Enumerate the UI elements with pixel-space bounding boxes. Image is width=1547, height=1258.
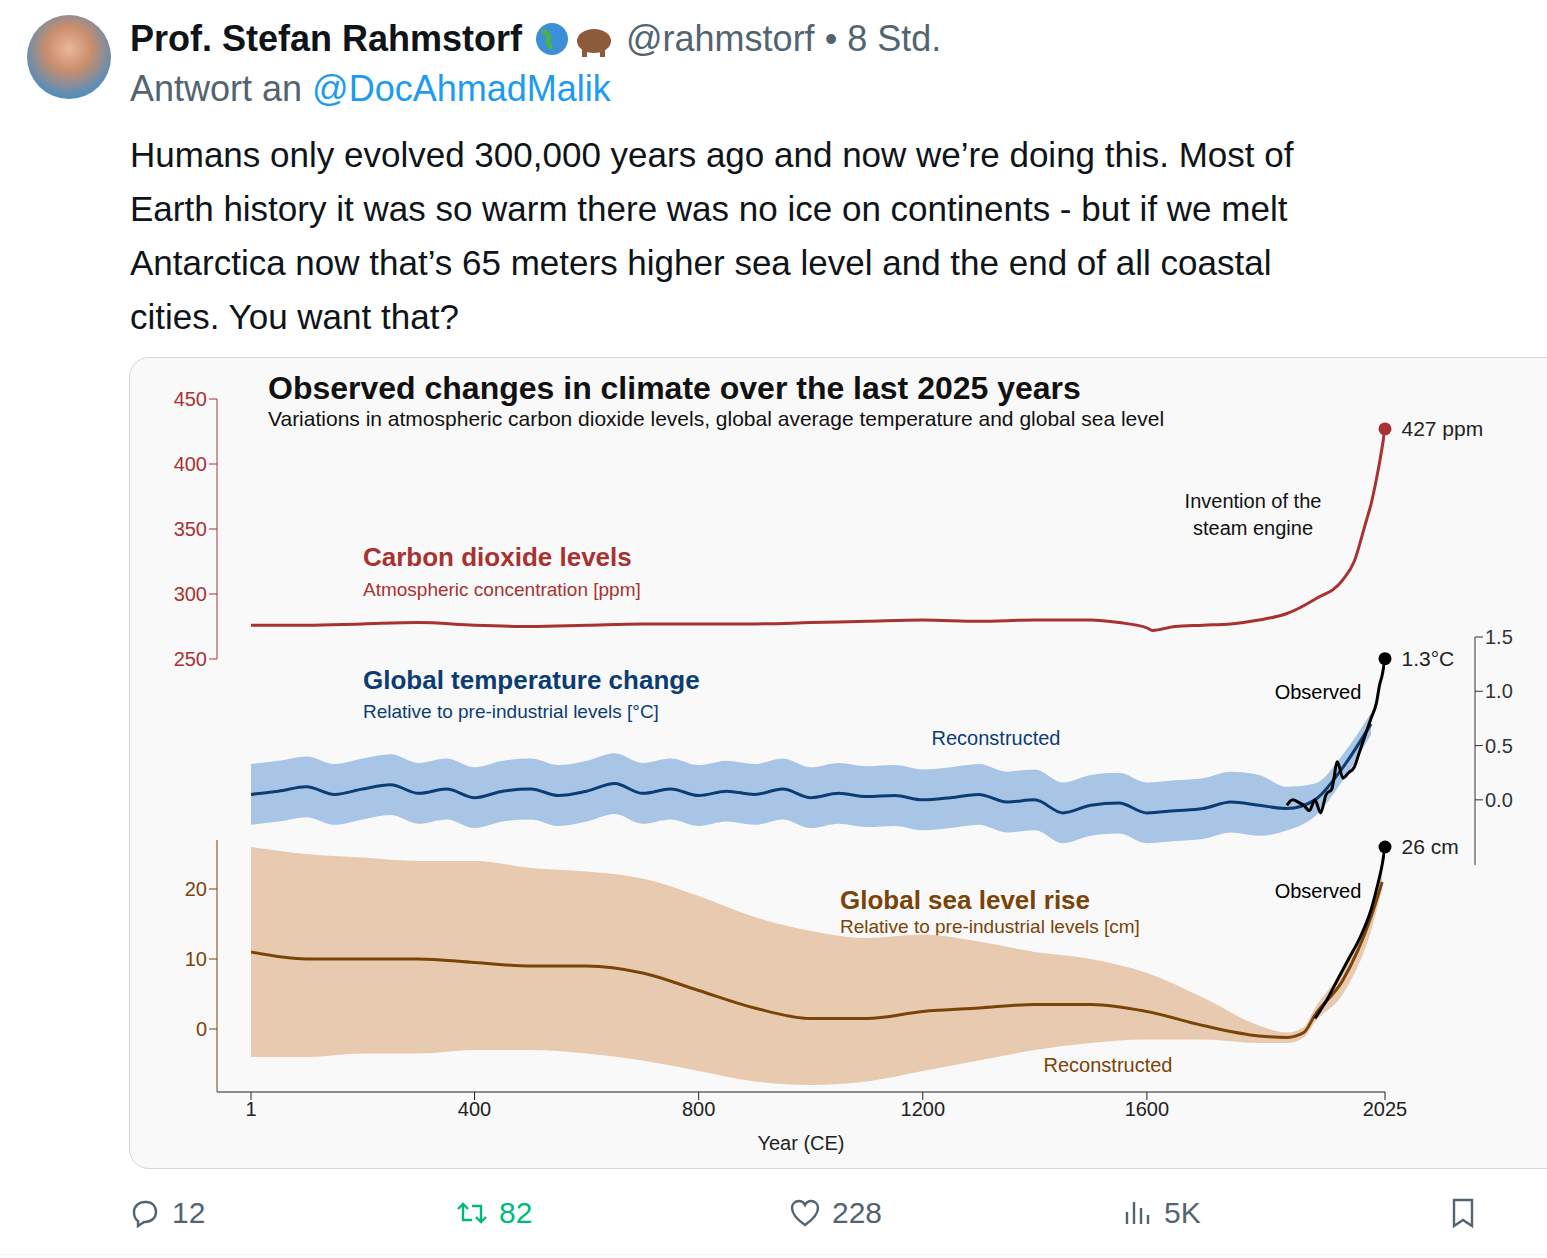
html-text:Observed: Observed — [1274, 681, 1362, 703]
svg-text:1200: 1200 — [901, 1098, 946, 1120]
html-text:Global temperature change: Global temperature change — [363, 665, 700, 695]
html-text:12: 12 — [172, 1196, 206, 1229]
html-text:Relative to pre-industrial lev: Relative to pre-industrial levels [cm] — [840, 916, 1140, 937]
svg-text:300: 300 — [174, 583, 207, 605]
svg-text:450: 450 — [174, 388, 207, 410]
svg-text:Year (CE): Year (CE) — [757, 1132, 844, 1154]
svg-text:10: 10 — [185, 948, 207, 970]
html-text:@rahmstorf • 8 Std.: @rahmstorf • 8 Std. — [626, 18, 942, 59]
svg-text:0.5: 0.5 — [1485, 735, 1513, 757]
svg-text:1.3°C: 1.3°C — [1402, 647, 1455, 670]
svg-text:1600: 1600 — [1125, 1098, 1170, 1120]
html-text:Atmospheric concentration [ppm: Atmospheric concentration [ppm] — [363, 579, 641, 600]
svg-text:400: 400 — [174, 453, 207, 475]
html-text:5K: 5K — [1164, 1196, 1201, 1229]
svg-text:427 ppm: 427 ppm — [1402, 417, 1484, 440]
svg-text:20: 20 — [185, 878, 207, 900]
html-text:Earth history it was so warm t: Earth history it was so warm there was n… — [130, 189, 1288, 228]
html-text:Invention of the steam engine: Invention of the steam engine — [1184, 490, 1322, 539]
svg-text:0: 0 — [196, 1018, 207, 1040]
svg-text:800: 800 — [682, 1098, 715, 1120]
html-text:Observed: Observed — [1274, 880, 1362, 902]
html-text:Antarctica now that’s 65 meter: Antarctica now that’s 65 meters higher s… — [130, 243, 1272, 282]
svg-text:1.5: 1.5 — [1485, 626, 1513, 648]
svg-text:350: 350 — [174, 518, 207, 540]
svg-text:0.0: 0.0 — [1485, 789, 1513, 811]
svg-text:26 cm: 26 cm — [1402, 835, 1459, 858]
svg-text:2025: 2025 — [1363, 1098, 1408, 1120]
html-text:Relative to pre-industrial lev: Relative to pre-industrial levels [°C] — [363, 701, 659, 722]
html-text:Carbon dioxide levels: Carbon dioxide levels — [363, 542, 632, 572]
html-text:228: 228 — [832, 1196, 883, 1229]
html-text:82: 82 — [499, 1196, 533, 1229]
html-text:Humans only evolved 300,000 ye: Humans only evolved 300,000 years ago an… — [130, 135, 1294, 174]
svg-text:400: 400 — [458, 1098, 491, 1120]
html-text:Variations in atmospheric carb: Variations in atmospheric carbon dioxide… — [268, 407, 1165, 430]
svg-text:1: 1 — [245, 1098, 256, 1120]
html-text:Reconstructed: Reconstructed — [1043, 1054, 1173, 1076]
html-text:cities. You want that?: cities. You want that? — [130, 297, 459, 336]
html-text:Prof. Stefan Rahmstorf: Prof. Stefan Rahmstorf — [130, 18, 522, 59]
svg-text:1.0: 1.0 — [1485, 680, 1513, 702]
html-text:Global sea level rise: Global sea level rise — [840, 885, 1090, 915]
html-text:Antwort an @DocAhmadMalik: Antwort an @DocAhmadMalik — [130, 68, 611, 109]
svg-text:250: 250 — [174, 648, 207, 670]
html-text:Reconstructed: Reconstructed — [931, 727, 1061, 749]
html-text:Observed changes in climate ov: Observed changes in climate over the las… — [268, 370, 1081, 406]
